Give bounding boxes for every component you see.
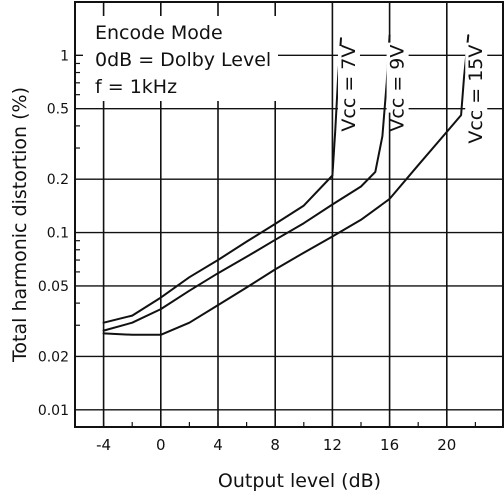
series-label-0: Vcc = 7V (338, 45, 360, 132)
axis-ticks (74, 62, 504, 427)
y-tick-label-0: 0.01 (38, 403, 69, 419)
x-tick-label-5: 16 (380, 436, 399, 454)
plot-border (74, 1, 504, 428)
series-label-2: Vcc = 15V (465, 45, 487, 144)
x-axis-title: Output level (dB) (218, 470, 381, 492)
x-tick-label-6: 20 (437, 436, 456, 454)
y-tick-label-2: 0.05 (38, 279, 69, 295)
series-label-bg-0 (337, 46, 360, 117)
series-line-0 (102, 37, 342, 324)
y-tick-label-3: 0.1 (47, 226, 69, 242)
plot-frame (74, 1, 504, 428)
x-tick-label-3: 8 (270, 436, 280, 454)
series-label-1: Vcc = 9V (387, 45, 409, 132)
series-label-bg-2 (465, 42, 488, 133)
y-tick-label-4: 0.2 (47, 172, 69, 188)
annotation-line-1: 0dB = Dolby Level (95, 49, 271, 71)
x-tick-label-2: 4 (213, 436, 223, 454)
y-tick-label-6: 1 (60, 48, 69, 64)
x-tick-label-0: -4 (96, 436, 111, 454)
annotation-bg (83, 16, 278, 101)
x-tick-label-1: 0 (156, 436, 166, 454)
text-layer: Vcc = 7V Vcc = 9V Vcc = 15V Encode Mode 0dB … (9, 22, 487, 492)
y-axis-title: Total harmonic distortion (%) (9, 87, 31, 363)
y-tick-label-5: 0.5 (47, 102, 69, 118)
x-tick-label-4: 12 (323, 436, 342, 454)
series-lines (83, 16, 488, 336)
series-label-bg-1 (386, 42, 409, 113)
annotation-line-2: f = 1kHz (95, 76, 177, 98)
annotation-line-0: Encode Mode (95, 22, 223, 44)
y-tick-label-1: 0.02 (38, 349, 69, 365)
series-line-2 (102, 34, 470, 336)
series-line-1 (102, 34, 391, 332)
